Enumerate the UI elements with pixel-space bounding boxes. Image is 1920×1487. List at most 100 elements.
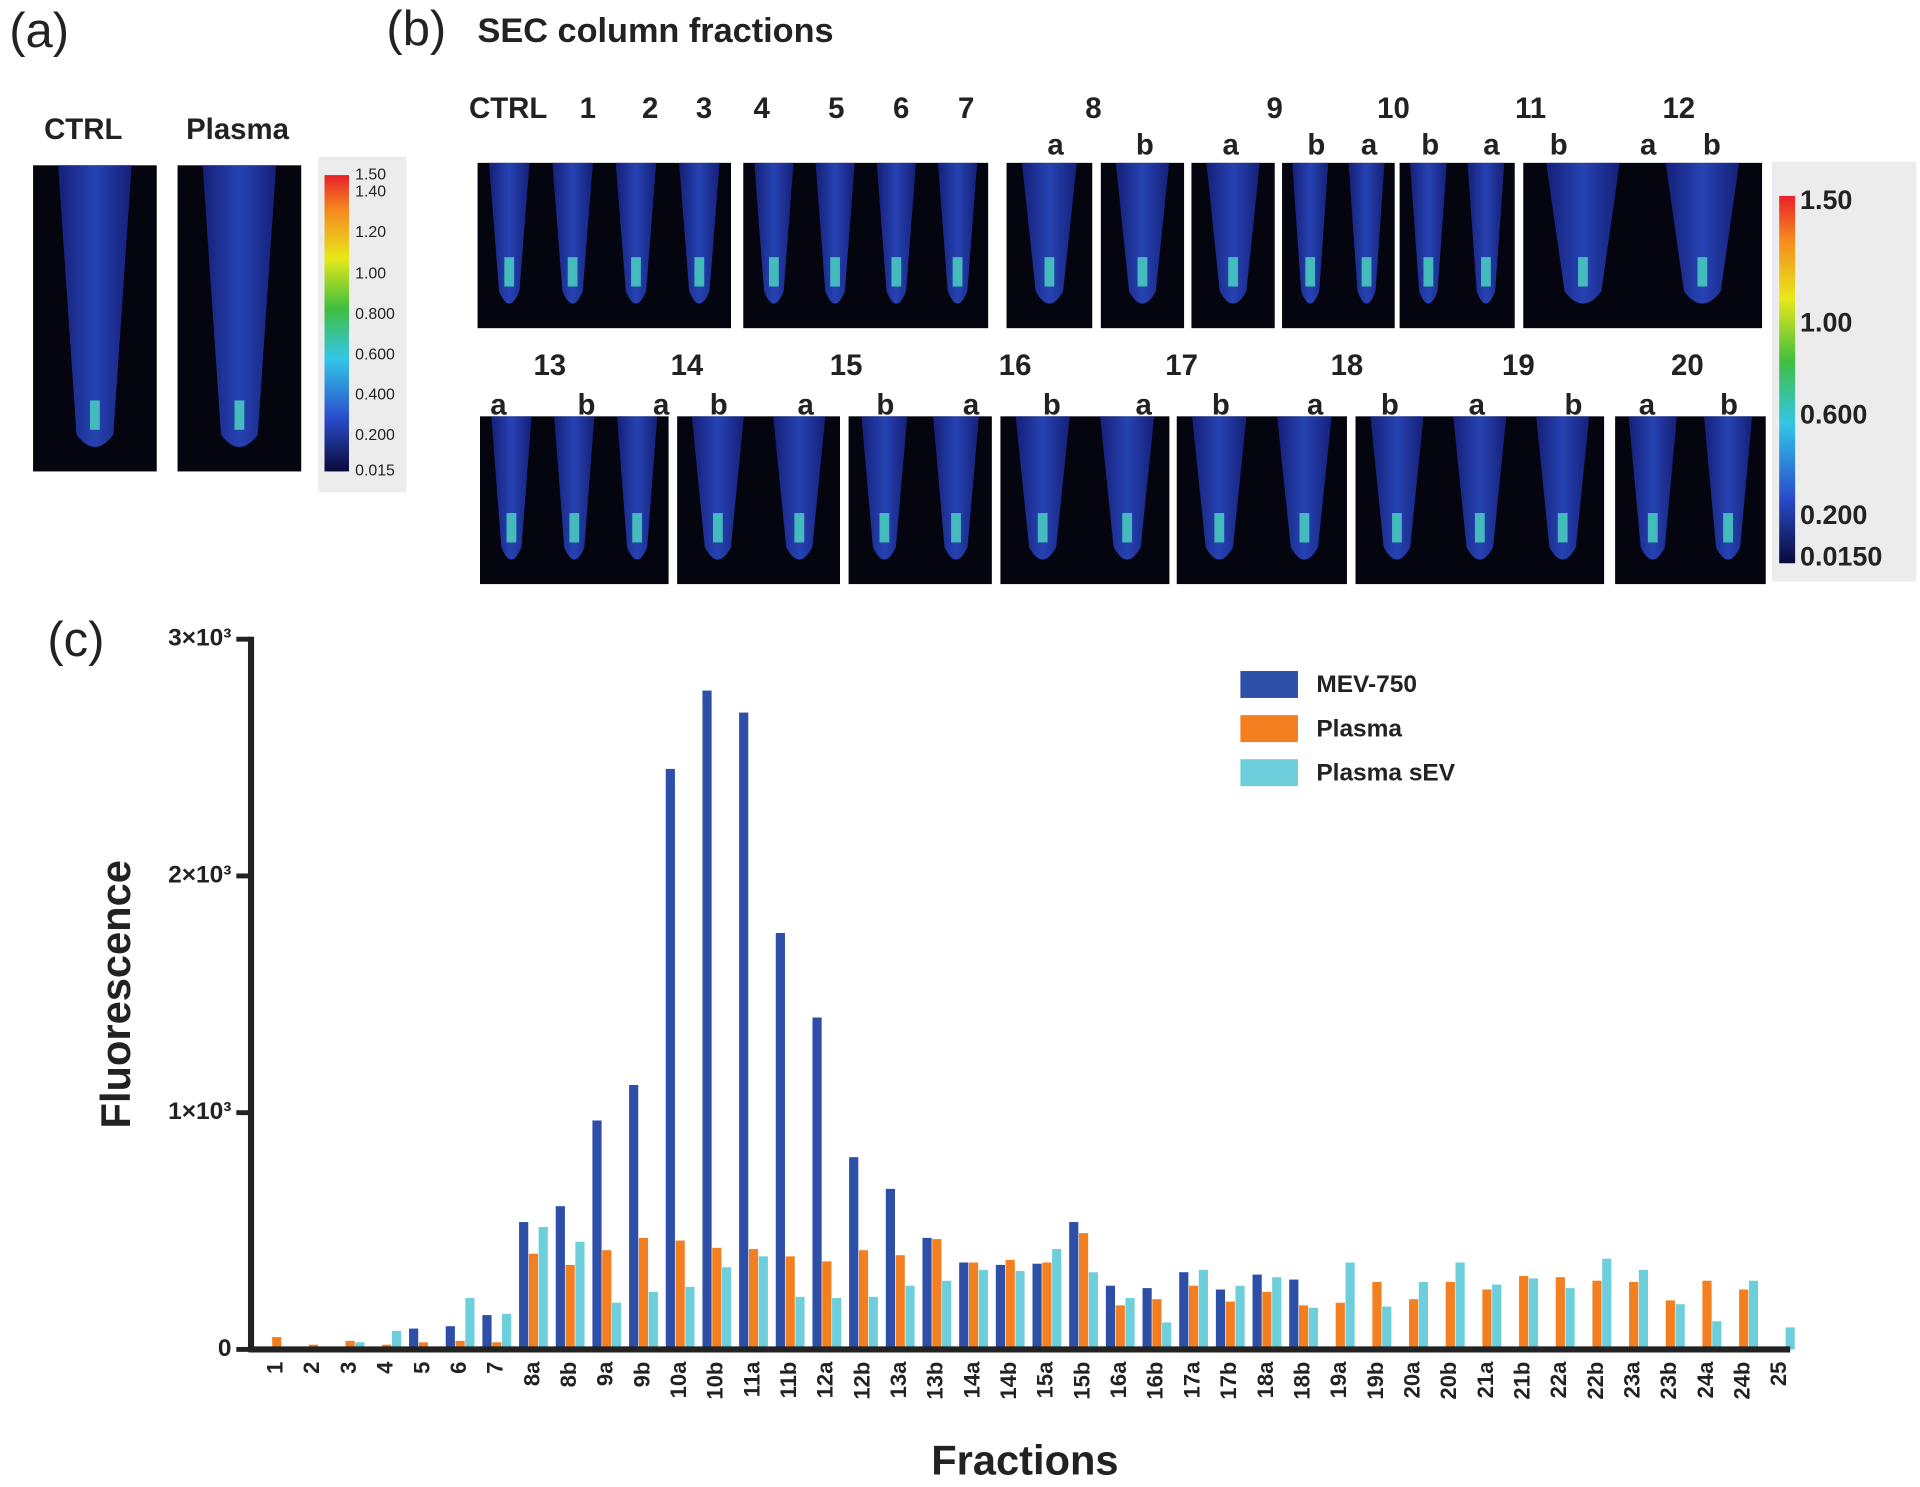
signal	[1214, 513, 1225, 543]
tube-label: b	[1565, 388, 1583, 421]
x-tick-label: 9a	[593, 1361, 618, 1386]
bar	[528, 1253, 539, 1350]
signal	[1122, 513, 1133, 543]
signal	[1037, 513, 1048, 543]
signal	[712, 513, 723, 543]
bar	[785, 1256, 795, 1350]
tube-label: a	[963, 388, 980, 421]
bar	[1702, 1280, 1712, 1350]
bar	[1528, 1278, 1539, 1350]
signal	[90, 400, 100, 430]
fraction-label: 9	[1267, 92, 1283, 125]
y-axis-title: Fluorescence	[92, 860, 139, 1128]
x-tick-label: 18a	[1253, 1361, 1278, 1399]
bar	[629, 1084, 639, 1350]
tube	[1703, 416, 1753, 560]
x-tick-label: 19b	[1363, 1362, 1388, 1400]
bar	[1005, 1259, 1015, 1350]
signal	[1361, 257, 1372, 287]
x-tick-label: 10b	[703, 1362, 728, 1400]
bar	[1629, 1281, 1639, 1350]
x-tick-label: 14a	[959, 1361, 984, 1399]
x-tick-label: 5	[409, 1362, 434, 1374]
tube	[202, 165, 277, 447]
fraction-label: 10	[1377, 92, 1410, 125]
x-tick-label: 7	[483, 1362, 508, 1374]
signal	[951, 513, 961, 543]
fraction-label: 17	[1165, 349, 1198, 382]
x-tick-label: 19a	[1326, 1361, 1351, 1399]
bar	[1555, 1277, 1565, 1350]
x-tick-label: 21b	[1509, 1362, 1534, 1400]
colorbar-label: 0.200	[1800, 500, 1867, 530]
x-tick-label: 20a	[1399, 1361, 1424, 1399]
bar	[1482, 1289, 1492, 1350]
x-tick-label: 12a	[813, 1361, 838, 1399]
bar	[1179, 1272, 1189, 1350]
tube	[773, 416, 826, 560]
signal	[879, 513, 890, 543]
signal	[1557, 513, 1568, 543]
signal	[1697, 257, 1708, 287]
x-tick-label: 23a	[1619, 1361, 1644, 1399]
x-tick-label: 2	[299, 1362, 324, 1374]
bar	[1665, 1300, 1675, 1350]
bar	[1785, 1327, 1795, 1350]
colorbar-label: 0.200	[355, 427, 395, 444]
x-tick-label: 8a	[519, 1361, 544, 1386]
fraction-label: 15	[830, 349, 863, 382]
legend-swatch	[1240, 715, 1298, 743]
x-tick-label: 21a	[1473, 1361, 1498, 1399]
tube-label: a	[1469, 388, 1486, 421]
bar	[739, 712, 749, 1350]
colorbar-label: 1.20	[355, 224, 386, 241]
bar	[1032, 1263, 1042, 1350]
bar	[455, 1340, 465, 1350]
colorbar-label: 0.600	[1800, 399, 1867, 429]
bar	[1372, 1281, 1382, 1350]
bar	[1088, 1272, 1098, 1350]
bar	[1455, 1262, 1465, 1350]
x-tick-label: 17a	[1179, 1361, 1204, 1399]
bar	[932, 1239, 942, 1350]
bar	[1335, 1302, 1345, 1350]
x-tick-label: 17b	[1216, 1362, 1241, 1400]
bar	[272, 1337, 282, 1350]
tube	[691, 416, 744, 560]
bar	[895, 1255, 905, 1350]
signal	[694, 257, 705, 287]
bar	[638, 1237, 649, 1350]
bar	[812, 1017, 822, 1350]
x-tick-label: 13b	[923, 1362, 948, 1400]
bar	[748, 1249, 759, 1350]
tube-label: b	[1136, 129, 1154, 162]
bar	[1152, 1299, 1162, 1350]
sample-label: CTRL	[44, 113, 122, 146]
tube-label: a	[1222, 129, 1239, 162]
bar	[1602, 1258, 1612, 1350]
bar	[1592, 1280, 1602, 1350]
tube	[491, 416, 532, 560]
signal	[504, 257, 515, 287]
x-tick-label: 1	[263, 1362, 288, 1374]
colorbar-label: 0.400	[355, 387, 395, 404]
colorbar	[324, 175, 349, 472]
y-tick-label: 2×10³	[168, 861, 231, 888]
fraction-label: 14	[671, 349, 704, 382]
x-tick-label: 4	[373, 1361, 398, 1374]
bar	[1565, 1288, 1575, 1350]
x-tick-label: 10a	[666, 1361, 691, 1399]
bar	[519, 1222, 529, 1350]
bar	[849, 1157, 859, 1350]
x-tick-label: 9b	[629, 1362, 654, 1388]
tube	[876, 162, 916, 304]
bar	[345, 1340, 355, 1350]
bar	[1299, 1305, 1309, 1350]
fraction-label: 13	[533, 349, 566, 382]
bar	[1289, 1279, 1299, 1350]
bar	[538, 1227, 548, 1350]
fraction-label: 16	[999, 349, 1032, 382]
bar	[1409, 1299, 1419, 1350]
tube	[58, 165, 132, 447]
